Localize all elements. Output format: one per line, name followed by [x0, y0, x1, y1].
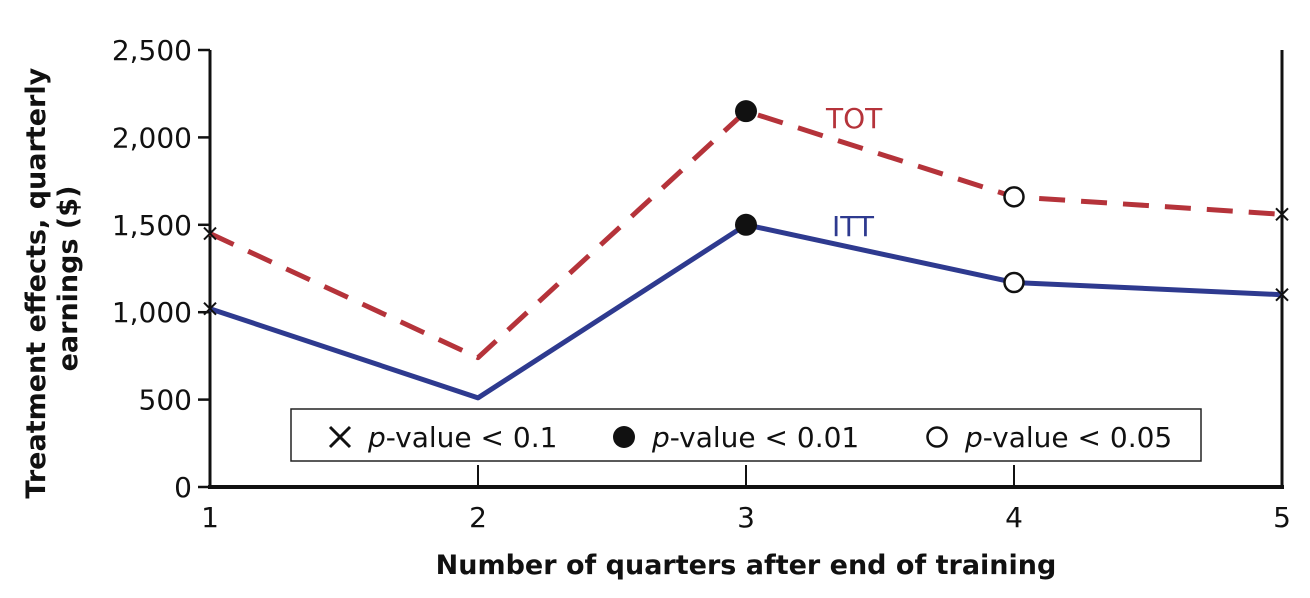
series-lines — [208, 108, 1283, 401]
y-axis-title-line-2: earnings ($) — [53, 186, 84, 372]
data-point-itt — [203, 301, 217, 316]
x-tick-label: 3 — [737, 501, 755, 534]
x-tick-label: 5 — [1273, 501, 1291, 534]
data-point-itt — [735, 213, 757, 236]
legend-filled-circle-icon — [613, 426, 635, 448]
y-axis-ticks: 0 500 1,000 1,500 2,000 2,500 — [112, 34, 210, 504]
series-markers — [203, 100, 1289, 316]
series-label-tot: TOT — [825, 102, 883, 135]
x-axis-ticks: 1 2 3 4 5 — [201, 465, 1291, 534]
legend-x-icon — [328, 425, 352, 449]
y-tick-label: 1,000 — [112, 296, 192, 329]
x-marker-stroke — [1275, 288, 1289, 302]
data-point-itt — [1275, 288, 1289, 302]
series-line-tot — [208, 108, 1283, 361]
y-axis-title-line-1: Treatment effects, quarterly — [21, 67, 52, 498]
y-tick-label: 2,500 — [112, 34, 192, 67]
legend-open-circle-icon — [926, 426, 948, 448]
legend-label: p-value < 0.05 — [964, 421, 1172, 454]
x-marker-stroke — [1275, 207, 1289, 222]
legend: p-value < 0.1 p-value < 0.01 p-value < 0.0… — [290, 408, 1202, 462]
legend-entry: p-value < 0.05 — [926, 421, 1172, 454]
legend-label-italic: p — [964, 421, 983, 454]
legend-label-italic: p — [367, 421, 386, 454]
legend-entry: p-value < 0.01 — [613, 421, 859, 454]
y-tick-label: 500 — [139, 384, 192, 417]
y-axis-title: Treatment effects, quarterly earnings ($… — [21, 58, 84, 498]
x-axis-title: Number of quarters after end of training — [436, 550, 1057, 581]
x-marker-stroke — [203, 301, 217, 316]
legend-box — [290, 408, 1202, 462]
legend-label-rest: -value < 0.1 — [386, 421, 558, 454]
legend-label-rest: -value < 0.01 — [670, 421, 859, 454]
y-tick-label: 0 — [174, 471, 192, 504]
data-point-itt — [1003, 271, 1025, 294]
legend-label-italic: p — [651, 421, 670, 454]
series-line-itt — [209, 222, 1283, 401]
series-label-itt: ITT — [832, 210, 875, 243]
y-tick-label: 1,500 — [112, 209, 192, 242]
data-point-tot — [1003, 186, 1025, 208]
legend-entry: p-value < 0.1 — [328, 421, 557, 454]
legend-label: p-value < 0.1 — [367, 421, 557, 454]
data-point-tot — [203, 226, 217, 241]
series-labels: TOT ITT — [825, 102, 883, 243]
legend-label-rest: -value < 0.05 — [983, 421, 1172, 454]
data-point-tot — [1275, 207, 1289, 222]
x-tick-label: 1 — [201, 501, 219, 534]
x-tick-label: 2 — [469, 501, 487, 534]
y-tick-label: 2,000 — [112, 121, 192, 154]
data-point-tot — [735, 100, 757, 123]
x-tick-label: 4 — [1005, 501, 1023, 534]
legend-label: p-value < 0.01 — [651, 421, 859, 454]
x-marker-stroke — [203, 226, 217, 241]
